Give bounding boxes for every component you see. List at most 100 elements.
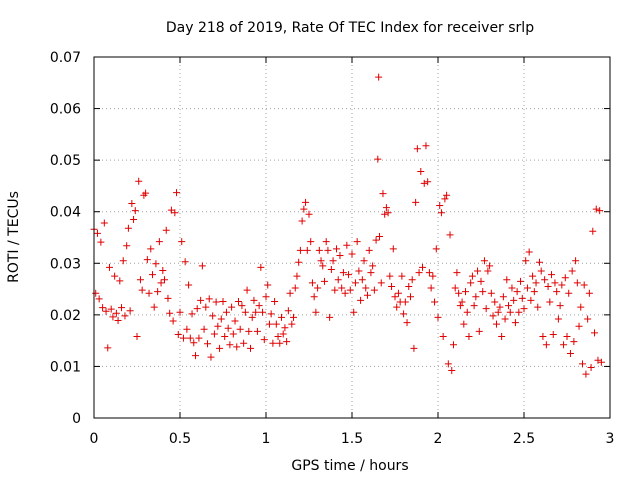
data-point <box>520 305 528 313</box>
data-point <box>255 302 263 310</box>
data-point <box>161 276 169 284</box>
data-point <box>434 313 442 321</box>
data-point <box>212 298 220 306</box>
data-point <box>260 336 268 344</box>
data-point <box>152 260 160 268</box>
data-point <box>573 279 581 287</box>
data-point <box>133 333 141 341</box>
data-point <box>176 308 184 316</box>
data-point <box>515 308 523 316</box>
data-point <box>517 277 525 285</box>
data-point <box>241 308 249 316</box>
data-point <box>234 297 242 305</box>
data-point <box>238 302 246 310</box>
data-point <box>162 226 170 234</box>
data-point <box>116 277 124 285</box>
chart-title: Day 218 of 2019, Rate Of TEC Index for r… <box>166 20 534 36</box>
data-point <box>348 250 356 258</box>
data-point <box>308 279 316 287</box>
data-point <box>491 298 499 306</box>
data-point <box>102 307 110 315</box>
data-point <box>578 360 586 368</box>
data-point <box>178 238 186 246</box>
data-point <box>429 272 437 280</box>
data-point <box>302 198 310 206</box>
data-point <box>197 296 205 304</box>
data-point <box>391 293 399 301</box>
data-point <box>358 276 366 284</box>
data-point <box>508 284 516 292</box>
data-point <box>398 272 406 280</box>
y-tick-label: 0.03 <box>50 256 81 272</box>
data-point <box>584 315 592 323</box>
axis-ticks <box>93 56 611 419</box>
data-point <box>259 308 267 316</box>
data-point <box>95 295 103 303</box>
data-point <box>413 145 421 153</box>
data-point <box>436 202 444 210</box>
data-point <box>300 205 308 213</box>
data-point <box>527 296 535 304</box>
data-point <box>577 303 585 311</box>
data-point <box>169 317 177 325</box>
data-point <box>384 209 392 217</box>
data-point <box>351 279 359 287</box>
y-tick-label: 0.07 <box>50 50 81 66</box>
data-point <box>591 329 599 337</box>
data-point <box>229 330 237 338</box>
data-point <box>460 320 468 328</box>
data-point <box>408 276 416 284</box>
data-point <box>534 303 542 311</box>
data-point <box>222 308 230 316</box>
data-point <box>525 248 533 256</box>
data-point <box>274 333 282 341</box>
data-point <box>166 309 174 317</box>
data-point <box>257 263 265 271</box>
data-point <box>589 227 597 235</box>
data-point <box>511 319 519 327</box>
data-point <box>558 281 566 289</box>
data-point <box>456 302 464 310</box>
data-point <box>417 167 425 175</box>
data-point <box>159 267 167 275</box>
data-point <box>401 298 409 306</box>
data-point <box>370 286 378 294</box>
data-point <box>494 308 502 316</box>
data-point <box>437 209 445 217</box>
data-point <box>283 338 291 346</box>
y-tick-labels: 0 0.01 0.02 0.03 0.04 0.05 0.06 0.07 <box>50 50 81 427</box>
data-point <box>303 246 311 254</box>
data-point <box>441 195 449 203</box>
data-point <box>293 272 301 280</box>
y-tick-label: 0.01 <box>50 359 81 375</box>
data-point <box>296 246 304 254</box>
data-point <box>171 209 179 217</box>
data-point <box>419 263 427 271</box>
data-point <box>360 257 368 265</box>
data-point <box>174 330 182 338</box>
data-point <box>121 312 129 320</box>
data-point <box>523 284 531 292</box>
y-tick-label: 0.02 <box>50 308 81 324</box>
data-point <box>597 358 605 366</box>
data-point <box>231 317 239 325</box>
data-point <box>451 284 459 292</box>
data-point <box>465 333 473 341</box>
grid-lines <box>94 57 610 418</box>
data-point <box>124 224 132 232</box>
data-point <box>247 344 255 352</box>
data-point <box>164 294 172 302</box>
data-point <box>432 245 440 253</box>
data-point <box>530 288 538 296</box>
data-point <box>585 289 593 297</box>
x-tick-label: 2.5 <box>513 431 535 447</box>
data-point <box>265 320 273 328</box>
data-point <box>150 303 158 311</box>
data-point <box>449 341 457 349</box>
data-point <box>262 293 270 301</box>
data-point <box>286 289 294 297</box>
data-point <box>148 271 156 279</box>
data-point <box>506 308 514 316</box>
data-point <box>405 282 413 290</box>
data-point <box>468 272 476 280</box>
